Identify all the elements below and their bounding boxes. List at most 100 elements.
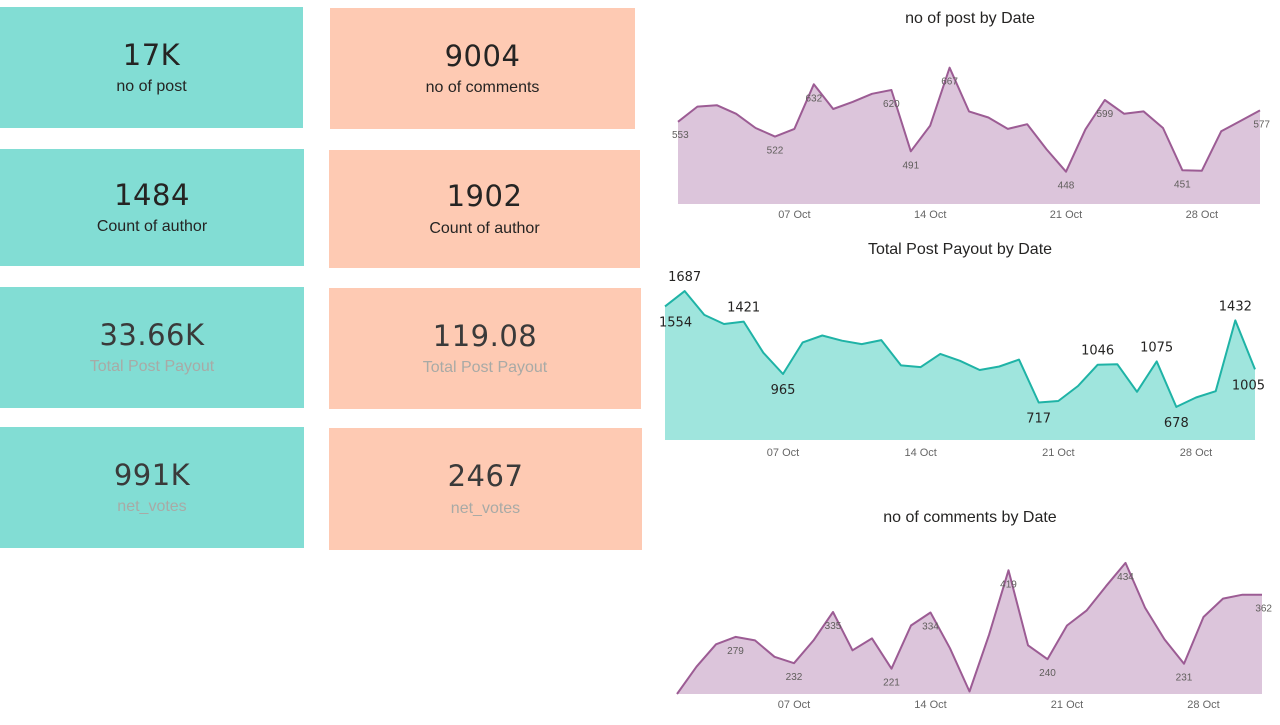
- data-point[interactable]: [888, 87, 894, 93]
- data-point[interactable]: [1095, 362, 1101, 368]
- data-point[interactable]: [694, 664, 700, 670]
- data-point[interactable]: [1045, 656, 1051, 662]
- data-point[interactable]: [1064, 622, 1070, 628]
- data-point[interactable]: [859, 341, 865, 347]
- data-point[interactable]: [869, 91, 875, 97]
- data-point[interactable]: [1134, 389, 1140, 395]
- data-point[interactable]: [714, 102, 720, 108]
- data-point[interactable]: [985, 115, 991, 121]
- data-point[interactable]: [996, 364, 1002, 370]
- kpi-card-comment-count[interactable]: 9004 no of comments: [330, 8, 635, 129]
- data-point[interactable]: [1141, 108, 1147, 114]
- data-point[interactable]: [753, 125, 759, 131]
- data-point[interactable]: [674, 691, 680, 697]
- data-point[interactable]: [1232, 317, 1238, 323]
- chart-comment-count-by-date[interactable]: no of comments by Date 07 Oct 14 Oct 21 Oct…: [674, 509, 1272, 711]
- data-point[interactable]: [772, 134, 778, 140]
- data-point[interactable]: [1201, 614, 1207, 620]
- data-point[interactable]: [662, 303, 668, 309]
- data-point[interactable]: [694, 104, 700, 110]
- series-line[interactable]: [677, 66, 1261, 173]
- data-point[interactable]: [918, 364, 924, 370]
- data-point[interactable]: [1075, 383, 1081, 389]
- kpi-card-post-count[interactable]: 17K no of post: [0, 7, 303, 128]
- data-point[interactable]: [733, 634, 739, 640]
- kpi-card-comment-authors[interactable]: 1902 Count of author: [329, 150, 640, 268]
- data-point[interactable]: [908, 148, 914, 154]
- data-point[interactable]: [713, 641, 719, 647]
- data-point[interactable]: [1252, 366, 1258, 372]
- data-point[interactable]: [947, 65, 953, 71]
- data-point[interactable]: [908, 622, 914, 628]
- data-point[interactable]: [1123, 560, 1129, 566]
- data-point[interactable]: [760, 350, 766, 356]
- data-point[interactable]: [889, 666, 895, 672]
- series-line[interactable]: [664, 290, 1256, 408]
- data-point[interactable]: [1006, 567, 1012, 573]
- kpi-card-post-votes[interactable]: 991K net_votes: [0, 427, 304, 548]
- data-point[interactable]: [830, 106, 836, 112]
- data-point[interactable]: [1005, 126, 1011, 132]
- data-point[interactable]: [986, 632, 992, 638]
- data-point[interactable]: [811, 81, 817, 87]
- data-point[interactable]: [1016, 357, 1022, 363]
- data-point[interactable]: [966, 108, 972, 114]
- data-point[interactable]: [1082, 126, 1088, 132]
- data-point[interactable]: [850, 99, 856, 105]
- kpi-card-comment-votes[interactable]: 2467 net_votes: [329, 428, 642, 550]
- data-point[interactable]: [772, 654, 778, 660]
- data-point[interactable]: [839, 338, 845, 344]
- kpi-card-post-authors[interactable]: 1484 Count of author: [0, 149, 304, 266]
- series-line[interactable]: [676, 561, 1262, 695]
- data-point[interactable]: [1103, 583, 1109, 589]
- data-point[interactable]: [1173, 404, 1179, 410]
- data-point[interactable]: [701, 312, 707, 318]
- data-point[interactable]: [869, 635, 875, 641]
- data-point[interactable]: [928, 610, 934, 616]
- data-point[interactable]: [1193, 395, 1199, 401]
- chart-post-count-by-date[interactable]: no of post by Date 07 Oct 14 Oct 21 Oct 28 O…: [672, 10, 1270, 221]
- data-point[interactable]: [1114, 361, 1120, 367]
- data-point[interactable]: [1036, 399, 1042, 405]
- data-point[interactable]: [1220, 596, 1226, 602]
- data-point[interactable]: [1238, 118, 1244, 124]
- data-point[interactable]: [1213, 388, 1219, 394]
- data-point[interactable]: [937, 351, 943, 357]
- data-point[interactable]: [800, 339, 806, 345]
- data-point[interactable]: [1179, 167, 1185, 173]
- data-point[interactable]: [1160, 125, 1166, 131]
- data-point[interactable]: [1240, 592, 1246, 598]
- data-point[interactable]: [957, 358, 963, 364]
- data-point[interactable]: [791, 660, 797, 666]
- data-point[interactable]: [977, 367, 983, 373]
- data-point[interactable]: [1063, 169, 1069, 175]
- data-point[interactable]: [1218, 128, 1224, 134]
- chart-post-payout-by-date[interactable]: Total Post Payout by Date 07 Oct 14 Oct 21 …: [659, 241, 1265, 459]
- data-point[interactable]: [1257, 107, 1263, 113]
- data-point[interactable]: [898, 362, 904, 368]
- data-point[interactable]: [1024, 121, 1030, 127]
- kpi-card-comment-payout[interactable]: 119.08 Total Post Payout: [329, 288, 641, 409]
- data-point[interactable]: [830, 609, 836, 615]
- data-point[interactable]: [752, 637, 758, 643]
- data-point[interactable]: [819, 333, 825, 339]
- data-point[interactable]: [791, 126, 797, 132]
- kpi-card-post-payout[interactable]: 33.66K Total Post Payout: [0, 287, 304, 408]
- data-point[interactable]: [1181, 661, 1187, 667]
- data-point[interactable]: [1162, 636, 1168, 642]
- data-point[interactable]: [1102, 97, 1108, 103]
- data-point[interactable]: [682, 288, 688, 294]
- data-point[interactable]: [811, 637, 817, 643]
- data-point[interactable]: [967, 689, 973, 695]
- data-point[interactable]: [780, 371, 786, 377]
- data-point[interactable]: [1142, 605, 1148, 611]
- data-point[interactable]: [1055, 398, 1061, 404]
- data-point[interactable]: [721, 321, 727, 327]
- data-point[interactable]: [741, 319, 747, 325]
- data-point[interactable]: [927, 123, 933, 129]
- data-point[interactable]: [947, 645, 953, 651]
- data-point[interactable]: [850, 647, 856, 653]
- data-point[interactable]: [1084, 608, 1090, 614]
- data-point[interactable]: [675, 119, 681, 125]
- data-point[interactable]: [1025, 642, 1031, 648]
